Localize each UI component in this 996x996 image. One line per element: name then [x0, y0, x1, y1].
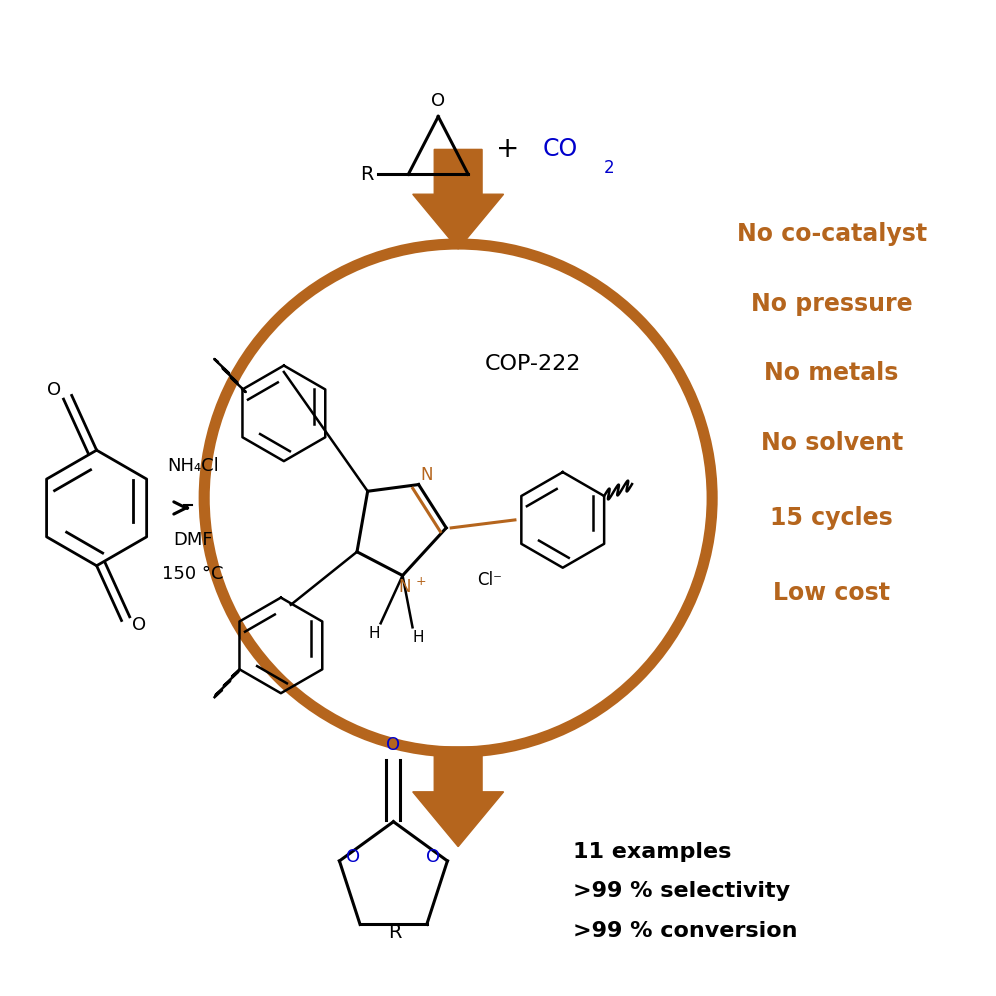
Text: 150 °C: 150 °C — [162, 565, 224, 583]
Text: Cl⁻: Cl⁻ — [477, 572, 502, 590]
Text: 2: 2 — [604, 159, 615, 177]
Text: O: O — [386, 736, 400, 754]
Text: O: O — [47, 381, 61, 399]
Text: 15 cycles: 15 cycles — [770, 506, 893, 530]
Text: Low cost: Low cost — [773, 581, 890, 605]
Text: +: + — [496, 135, 520, 163]
Text: N: N — [398, 579, 410, 597]
Circle shape — [204, 244, 712, 752]
Text: H: H — [412, 629, 424, 644]
Text: O: O — [431, 92, 445, 110]
Text: DMF: DMF — [173, 531, 213, 549]
Text: COP-222: COP-222 — [485, 354, 581, 374]
Text: R: R — [388, 923, 401, 942]
Text: H: H — [369, 625, 380, 640]
Text: No metals: No metals — [765, 362, 898, 385]
Text: No co-catalyst: No co-catalyst — [737, 222, 926, 246]
Text: NH₄Cl: NH₄Cl — [167, 457, 219, 475]
Text: O: O — [347, 848, 361, 866]
Text: >99 % selectivity: >99 % selectivity — [573, 881, 790, 901]
Text: >99 % conversion: >99 % conversion — [573, 921, 797, 941]
Text: No solvent: No solvent — [761, 431, 902, 455]
Text: No pressure: No pressure — [751, 292, 912, 316]
Text: CO: CO — [543, 137, 578, 161]
Text: O: O — [132, 617, 146, 634]
Text: +: + — [415, 575, 426, 588]
Text: R: R — [360, 164, 374, 184]
Text: 11 examples: 11 examples — [573, 842, 731, 862]
Text: N: N — [420, 465, 433, 484]
FancyArrow shape — [412, 149, 504, 249]
Text: O: O — [426, 848, 440, 866]
FancyArrow shape — [412, 747, 504, 847]
